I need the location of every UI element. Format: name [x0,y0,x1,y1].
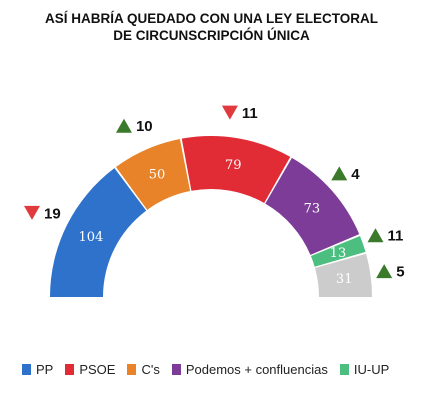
legend-item-psoe: PSOE [65,362,115,377]
legend: PP PSOE C's Podemos + confluencias IU-UP [22,362,389,377]
chart-title-line-2: DE CIRCUNSCRIPCIÓN ÚNICA [113,28,310,43]
value-label-iu-up: 13 [330,246,347,261]
change-value-psoe: 11 [242,105,258,122]
change-indicator-psoe: 11 [221,105,258,122]
change-indicator-cs: 10 [115,118,153,135]
legend-swatch-psoe [65,364,75,375]
legend-item-podemos: Podemos + confluencias [171,362,328,377]
legend-item-pp: PP [22,362,53,377]
legend-label-iu-up: IU-UP [353,362,390,377]
legend-swatch-pp [22,364,31,375]
triangle-up-icon-cs [115,118,132,133]
change-value-others: 5 [396,264,404,281]
triangle-up-icon-others [376,264,393,279]
legend-item-iu-up: IU-UP [339,362,390,377]
triangle-down-icon-pp [24,205,41,220]
legend-label-psoe: PSOE [79,362,116,377]
change-indicator-others: 5 [376,264,405,281]
segment-pp [50,168,147,297]
change-value-iu-up: 11 [388,228,404,245]
value-label-podemos: 73 [304,202,321,217]
legend-label-cs: C's [141,362,160,377]
change-indicator-pp: 19 [24,205,61,222]
legend-label-podemos: Podemos + confluencias [185,362,328,377]
legend-item-cs: C's [127,362,160,377]
segment-others [315,253,372,297]
chart-title: ASÍ HABRÍA QUEDADO CON UNA LEY ELECTORAL… [0,10,423,44]
segment-iu-up [310,235,366,267]
triangle-up-icon-podemos [331,166,348,181]
triangle-up-icon-iu-up [367,228,384,243]
change-value-cs: 10 [136,118,153,135]
legend-swatch-podemos [171,364,181,375]
change-indicator-iu-up: 11 [367,228,404,245]
legend-label-pp: PP [36,362,54,377]
segment-psoe [181,135,291,203]
legend-swatch-cs [127,364,137,375]
legend-swatch-iu-up [339,364,349,375]
triangle-down-icon-psoe [221,105,238,120]
value-label-psoe: 79 [225,158,242,173]
segment-cs [115,139,191,210]
chart-title-line-1: ASÍ HABRÍA QUEDADO CON UNA LEY ELECTORAL [44,11,379,26]
value-label-cs: 50 [149,167,166,182]
change-value-pp: 19 [44,205,61,222]
value-label-others: 31 [336,272,353,287]
segment-podemos [265,157,360,255]
change-indicator-podemos: 4 [331,166,360,183]
value-label-pp: 104 [78,230,103,245]
change-value-podemos: 4 [351,166,360,183]
